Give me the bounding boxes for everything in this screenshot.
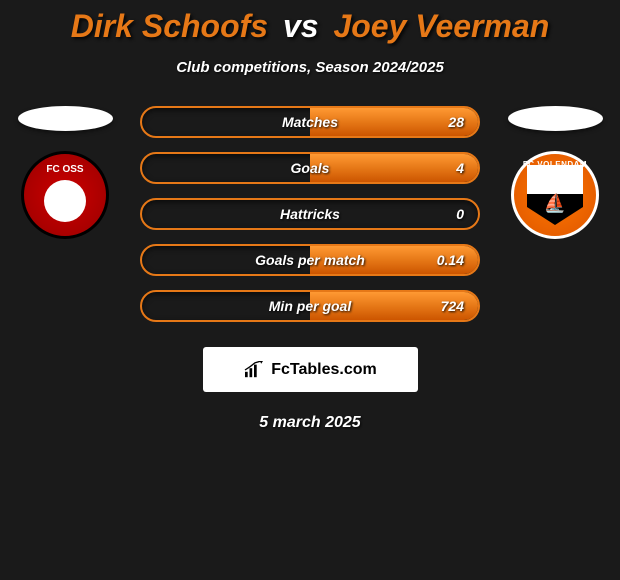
date-text: 5 march 2025 [0, 414, 620, 432]
content-area: FC VOLENDAM Matches 28 Goals 4 Hattricks… [0, 106, 620, 322]
chart-icon [243, 361, 265, 379]
stat-value: 28 [448, 114, 464, 130]
left-column [10, 106, 120, 239]
stat-value: 724 [441, 298, 464, 314]
branding-box: FcTables.com [203, 347, 418, 392]
stat-label: Matches [282, 114, 338, 130]
volendam-shield-icon [527, 165, 583, 225]
stat-bar-goals: Goals 4 [140, 152, 480, 184]
stat-label: Goals [291, 160, 330, 176]
stat-bar-matches: Matches 28 [140, 106, 480, 138]
stat-label: Min per goal [269, 298, 351, 314]
stat-bar-min-per-goal: Min per goal 724 [140, 290, 480, 322]
stat-label: Hattricks [280, 206, 340, 222]
stat-label: Goals per match [255, 252, 365, 268]
stats-container: Matches 28 Goals 4 Hattricks 0 Goals per… [140, 106, 480, 322]
right-club-badge: FC VOLENDAM [511, 151, 599, 239]
left-country-flag [18, 106, 113, 131]
branding-text: FcTables.com [271, 361, 377, 379]
oss-bull-icon [44, 180, 86, 222]
subtitle: Club competitions, Season 2024/2025 [0, 59, 620, 76]
stat-fill [310, 154, 478, 182]
left-club-badge [21, 151, 109, 239]
stat-value: 0.14 [437, 252, 464, 268]
stat-bar-hattricks: Hattricks 0 [140, 198, 480, 230]
stat-bar-goals-per-match: Goals per match 0.14 [140, 244, 480, 276]
player2-name: Joey Veerman [333, 8, 549, 44]
comparison-title: Dirk Schoofs vs Joey Veerman [0, 0, 620, 45]
vs-text: vs [283, 8, 319, 44]
right-country-flag [508, 106, 603, 131]
stat-value: 0 [456, 206, 464, 222]
player1-name: Dirk Schoofs [71, 8, 268, 44]
right-column: FC VOLENDAM [500, 106, 610, 239]
stat-value: 4 [456, 160, 464, 176]
